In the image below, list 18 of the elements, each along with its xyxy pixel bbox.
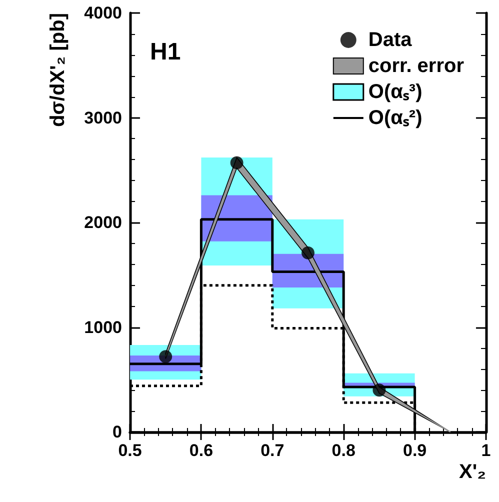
x-tick-label: 0.7 — [260, 441, 284, 460]
annotation: H1 — [150, 38, 181, 66]
x-tick-label: 0.9 — [402, 441, 427, 460]
y-tick-label: 3000 — [84, 108, 122, 128]
x-tick-label: 0.5 — [118, 441, 142, 460]
y-tick-label: 2000 — [84, 213, 122, 232]
x-axis-title: X'₂ — [459, 461, 486, 483]
legend-label: Data — [368, 29, 413, 51]
x-tick-label: 0.8 — [332, 441, 356, 460]
legend-label: corr. error — [368, 55, 464, 77]
y-tick-label: 0 — [112, 422, 122, 442]
legend-label: O(αₛ²) — [368, 107, 422, 129]
y-axis-title: dσ/dX'₂ [pb] — [47, 13, 69, 127]
x-tick-label: 0.6 — [189, 441, 214, 460]
legend-label: O(αₛ³) — [368, 81, 422, 103]
y-tick-label: 4000 — [84, 4, 122, 22]
y-tick-label: 1000 — [84, 318, 122, 337]
x-tick-label: 1 — [481, 441, 491, 460]
